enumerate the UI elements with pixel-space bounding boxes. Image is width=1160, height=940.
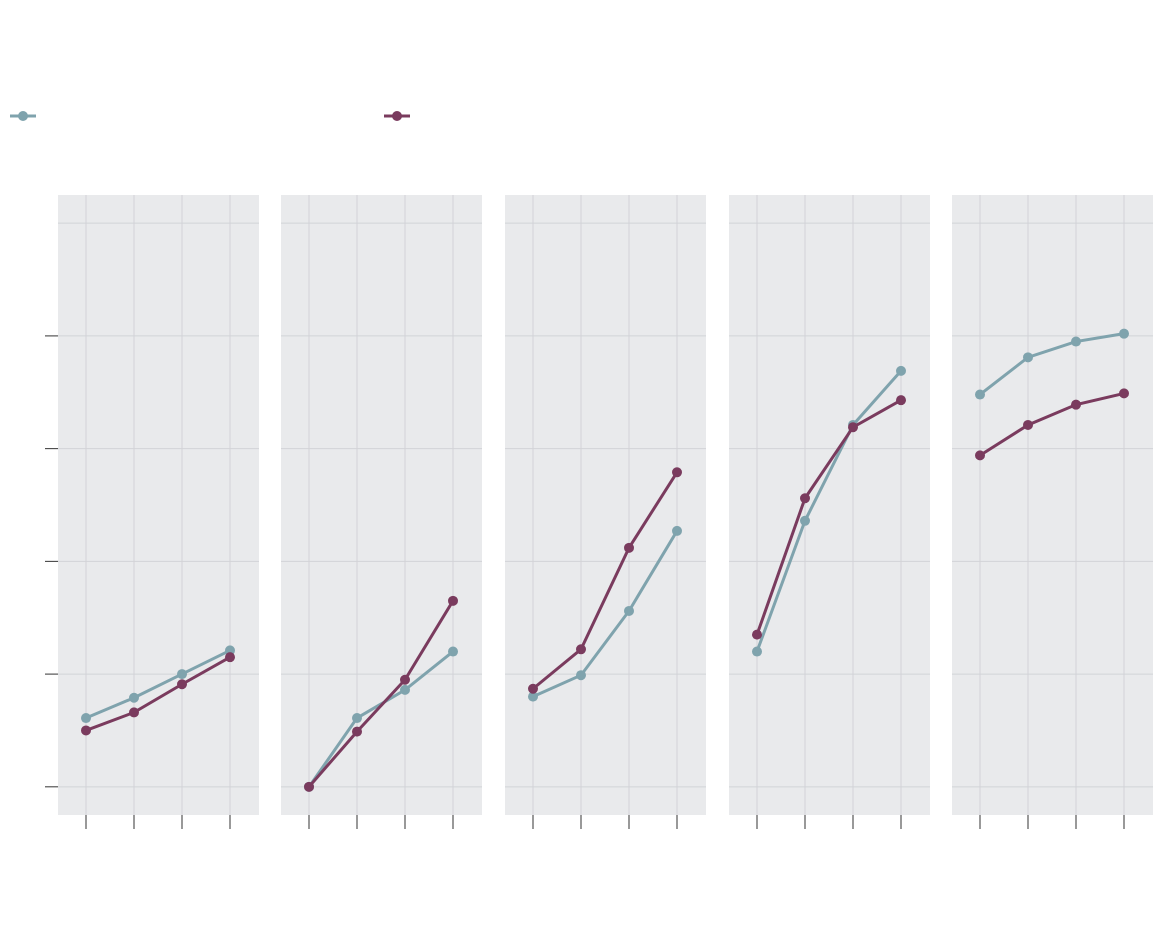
series-line — [85, 649, 231, 720]
series-line — [85, 655, 231, 732]
data-point — [129, 692, 139, 703]
data-point — [624, 605, 634, 616]
data-point — [624, 542, 634, 553]
data-point — [81, 713, 91, 724]
data-point — [1023, 419, 1033, 430]
series-line — [755, 398, 902, 636]
data-point — [576, 644, 586, 655]
data-point — [800, 515, 810, 526]
data-point — [672, 525, 682, 536]
series-line — [979, 391, 1125, 457]
data-point — [752, 646, 762, 657]
series-line — [307, 600, 455, 788]
data-point — [352, 726, 362, 737]
data-point — [81, 725, 91, 736]
legend-marker — [18, 111, 28, 121]
data-point — [848, 422, 858, 433]
data-point — [1071, 336, 1081, 347]
data-point — [225, 652, 235, 663]
series-line — [532, 471, 679, 690]
data-point — [177, 679, 187, 690]
data-point — [1119, 388, 1129, 399]
data-point — [672, 467, 682, 478]
panel-background — [58, 195, 259, 815]
panel-background — [729, 195, 930, 815]
data-point — [800, 493, 810, 504]
data-point — [576, 670, 586, 681]
data-point — [448, 646, 458, 657]
data-point — [1071, 399, 1081, 410]
data-point — [177, 669, 187, 680]
data-point — [975, 450, 985, 461]
panel-background — [505, 195, 706, 815]
data-point — [352, 713, 362, 724]
data-point — [448, 595, 458, 606]
data-point — [304, 781, 314, 792]
data-point — [752, 629, 762, 640]
legend-marker — [392, 111, 402, 121]
data-point — [896, 395, 906, 406]
data-point — [975, 389, 985, 400]
data-point — [896, 365, 906, 376]
data-point — [1023, 352, 1033, 363]
data-point — [400, 684, 410, 695]
series-line — [532, 530, 679, 699]
series-line — [755, 369, 903, 653]
data-point — [1119, 328, 1129, 339]
panel-background — [952, 195, 1153, 815]
panel-background — [281, 195, 482, 815]
series-line — [979, 332, 1125, 396]
data-point — [129, 707, 139, 718]
data-point — [528, 683, 538, 694]
data-point — [528, 691, 538, 702]
data-point — [400, 674, 410, 685]
